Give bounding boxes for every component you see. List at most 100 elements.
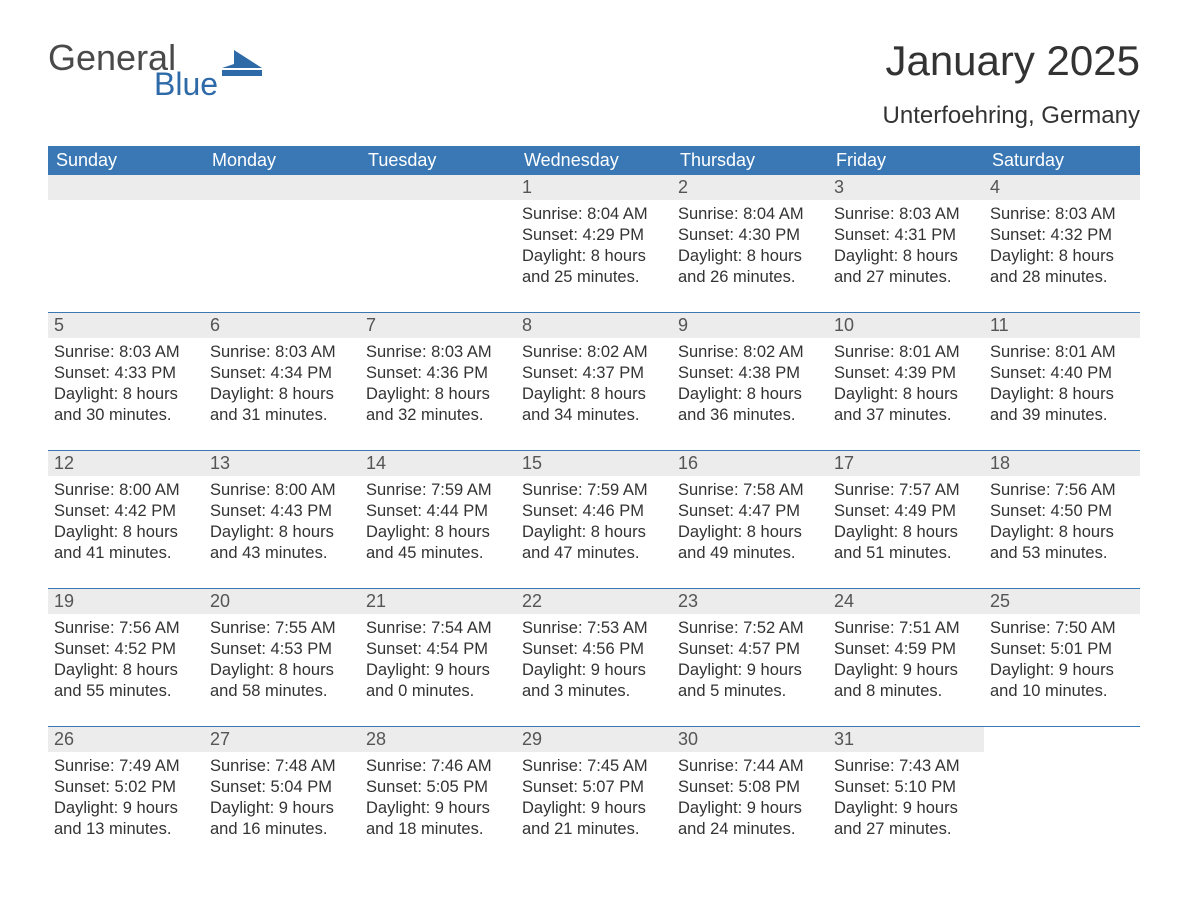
day-cell: 18Sunrise: 7:56 AMSunset: 4:50 PMDayligh… <box>984 451 1140 570</box>
sunrise-line: Sunrise: 8:02 AM <box>522 342 666 363</box>
daylight-line-2: and 8 minutes. <box>834 681 978 702</box>
day-cell: 14Sunrise: 7:59 AMSunset: 4:44 PMDayligh… <box>360 451 516 570</box>
day-number: 9 <box>672 313 828 338</box>
day-body: Sunrise: 7:56 AMSunset: 4:50 PMDaylight:… <box>984 476 1140 570</box>
day-cell: 6Sunrise: 8:03 AMSunset: 4:34 PMDaylight… <box>204 313 360 432</box>
sunset-line: Sunset: 4:33 PM <box>54 363 198 384</box>
sunset-line: Sunset: 4:52 PM <box>54 639 198 660</box>
daylight-line-2: and 58 minutes. <box>210 681 354 702</box>
daylight-line-2: and 43 minutes. <box>210 543 354 564</box>
day-number: 21 <box>360 589 516 614</box>
sunrise-line: Sunrise: 7:57 AM <box>834 480 978 501</box>
day-number: 6 <box>204 313 360 338</box>
week-separator <box>48 708 1140 727</box>
sunrise-line: Sunrise: 8:03 AM <box>834 204 978 225</box>
sunrise-line: Sunrise: 8:03 AM <box>54 342 198 363</box>
daylight-line-1: Daylight: 8 hours <box>678 246 822 267</box>
sunset-line: Sunset: 4:39 PM <box>834 363 978 384</box>
sunset-line: Sunset: 4:31 PM <box>834 225 978 246</box>
day-body: Sunrise: 7:53 AMSunset: 4:56 PMDaylight:… <box>516 614 672 708</box>
calendar-page: General Blue January 2025 Unterfoehring,… <box>0 0 1188 918</box>
day-number: 18 <box>984 451 1140 476</box>
daylight-line-1: Daylight: 8 hours <box>678 522 822 543</box>
day-cell <box>360 175 516 294</box>
sunrise-line: Sunrise: 7:59 AM <box>366 480 510 501</box>
sunrise-line: Sunrise: 8:01 AM <box>990 342 1134 363</box>
weekday-header: Tuesday <box>360 146 516 175</box>
sunrise-line: Sunrise: 7:55 AM <box>210 618 354 639</box>
sunrise-line: Sunrise: 8:04 AM <box>522 204 666 225</box>
day-number: 11 <box>984 313 1140 338</box>
day-cell: 20Sunrise: 7:55 AMSunset: 4:53 PMDayligh… <box>204 589 360 708</box>
sunset-line: Sunset: 4:46 PM <box>522 501 666 522</box>
daylight-line-2: and 37 minutes. <box>834 405 978 426</box>
daylight-line-1: Daylight: 8 hours <box>522 522 666 543</box>
daylight-line-1: Daylight: 8 hours <box>54 384 198 405</box>
sunset-line: Sunset: 5:05 PM <box>366 777 510 798</box>
day-number: 12 <box>48 451 204 476</box>
sunset-line: Sunset: 4:32 PM <box>990 225 1134 246</box>
week-row: 1Sunrise: 8:04 AMSunset: 4:29 PMDaylight… <box>48 175 1140 294</box>
daylight-line-1: Daylight: 9 hours <box>366 660 510 681</box>
month-title: January 2025 <box>883 40 1140 82</box>
day-body: Sunrise: 8:02 AMSunset: 4:38 PMDaylight:… <box>672 338 828 432</box>
day-cell: 28Sunrise: 7:46 AMSunset: 5:05 PMDayligh… <box>360 727 516 846</box>
day-body: Sunrise: 8:04 AMSunset: 4:30 PMDaylight:… <box>672 200 828 294</box>
daylight-line-2: and 41 minutes. <box>54 543 198 564</box>
sunset-line: Sunset: 4:53 PM <box>210 639 354 660</box>
daylight-line-2: and 28 minutes. <box>990 267 1134 288</box>
weekday-header: Monday <box>204 146 360 175</box>
weekday-header: Saturday <box>984 146 1140 175</box>
sunset-line: Sunset: 4:59 PM <box>834 639 978 660</box>
day-number: 24 <box>828 589 984 614</box>
logo-flag-icon <box>222 46 262 76</box>
daylight-line-2: and 0 minutes. <box>366 681 510 702</box>
day-body: Sunrise: 8:00 AMSunset: 4:42 PMDaylight:… <box>48 476 204 570</box>
day-number: 4 <box>984 175 1140 200</box>
daylight-line-1: Daylight: 8 hours <box>54 522 198 543</box>
day-cell: 23Sunrise: 7:52 AMSunset: 4:57 PMDayligh… <box>672 589 828 708</box>
day-body: Sunrise: 7:52 AMSunset: 4:57 PMDaylight:… <box>672 614 828 708</box>
day-cell: 2Sunrise: 8:04 AMSunset: 4:30 PMDaylight… <box>672 175 828 294</box>
day-cell: 13Sunrise: 8:00 AMSunset: 4:43 PMDayligh… <box>204 451 360 570</box>
daylight-line-1: Daylight: 9 hours <box>54 798 198 819</box>
daylight-line-1: Daylight: 8 hours <box>54 660 198 681</box>
daylight-line-1: Daylight: 8 hours <box>366 384 510 405</box>
sunset-line: Sunset: 5:07 PM <box>522 777 666 798</box>
daylight-line-2: and 25 minutes. <box>522 267 666 288</box>
daylight-line-1: Daylight: 9 hours <box>522 798 666 819</box>
weekday-header-row: Sunday Monday Tuesday Wednesday Thursday… <box>48 146 1140 175</box>
sunrise-line: Sunrise: 7:48 AM <box>210 756 354 777</box>
daylight-line-1: Daylight: 9 hours <box>522 660 666 681</box>
day-number: 1 <box>516 175 672 200</box>
daylight-line-1: Daylight: 8 hours <box>366 522 510 543</box>
day-number: 7 <box>360 313 516 338</box>
day-cell: 30Sunrise: 7:44 AMSunset: 5:08 PMDayligh… <box>672 727 828 846</box>
sunset-line: Sunset: 5:01 PM <box>990 639 1134 660</box>
daylight-line-1: Daylight: 8 hours <box>834 522 978 543</box>
day-body: Sunrise: 7:43 AMSunset: 5:10 PMDaylight:… <box>828 752 984 846</box>
day-body: Sunrise: 7:55 AMSunset: 4:53 PMDaylight:… <box>204 614 360 708</box>
header-row: General Blue January 2025 Unterfoehring,… <box>48 40 1140 130</box>
daylight-line-2: and 13 minutes. <box>54 819 198 840</box>
daylight-line-2: and 49 minutes. <box>678 543 822 564</box>
day-number: 10 <box>828 313 984 338</box>
sunrise-line: Sunrise: 7:50 AM <box>990 618 1134 639</box>
day-body: Sunrise: 7:54 AMSunset: 4:54 PMDaylight:… <box>360 614 516 708</box>
sunset-line: Sunset: 4:42 PM <box>54 501 198 522</box>
daylight-line-2: and 32 minutes. <box>366 405 510 426</box>
daylight-line-2: and 10 minutes. <box>990 681 1134 702</box>
daylight-line-1: Daylight: 8 hours <box>210 384 354 405</box>
sunrise-line: Sunrise: 7:58 AM <box>678 480 822 501</box>
day-number: 3 <box>828 175 984 200</box>
day-cell: 26Sunrise: 7:49 AMSunset: 5:02 PMDayligh… <box>48 727 204 846</box>
week-row: 12Sunrise: 8:00 AMSunset: 4:42 PMDayligh… <box>48 451 1140 570</box>
sunrise-line: Sunrise: 7:46 AM <box>366 756 510 777</box>
day-body: Sunrise: 8:01 AMSunset: 4:39 PMDaylight:… <box>828 338 984 432</box>
day-cell: 31Sunrise: 7:43 AMSunset: 5:10 PMDayligh… <box>828 727 984 846</box>
sunrise-line: Sunrise: 8:03 AM <box>366 342 510 363</box>
sunset-line: Sunset: 4:49 PM <box>834 501 978 522</box>
day-number: 22 <box>516 589 672 614</box>
daylight-line-2: and 27 minutes. <box>834 819 978 840</box>
day-body: Sunrise: 8:00 AMSunset: 4:43 PMDaylight:… <box>204 476 360 570</box>
